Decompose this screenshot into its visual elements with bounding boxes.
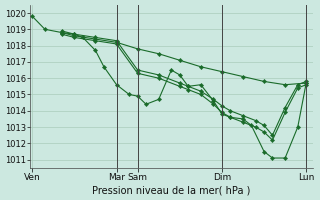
X-axis label: Pression niveau de la mer( hPa ): Pression niveau de la mer( hPa ) [92,185,251,195]
